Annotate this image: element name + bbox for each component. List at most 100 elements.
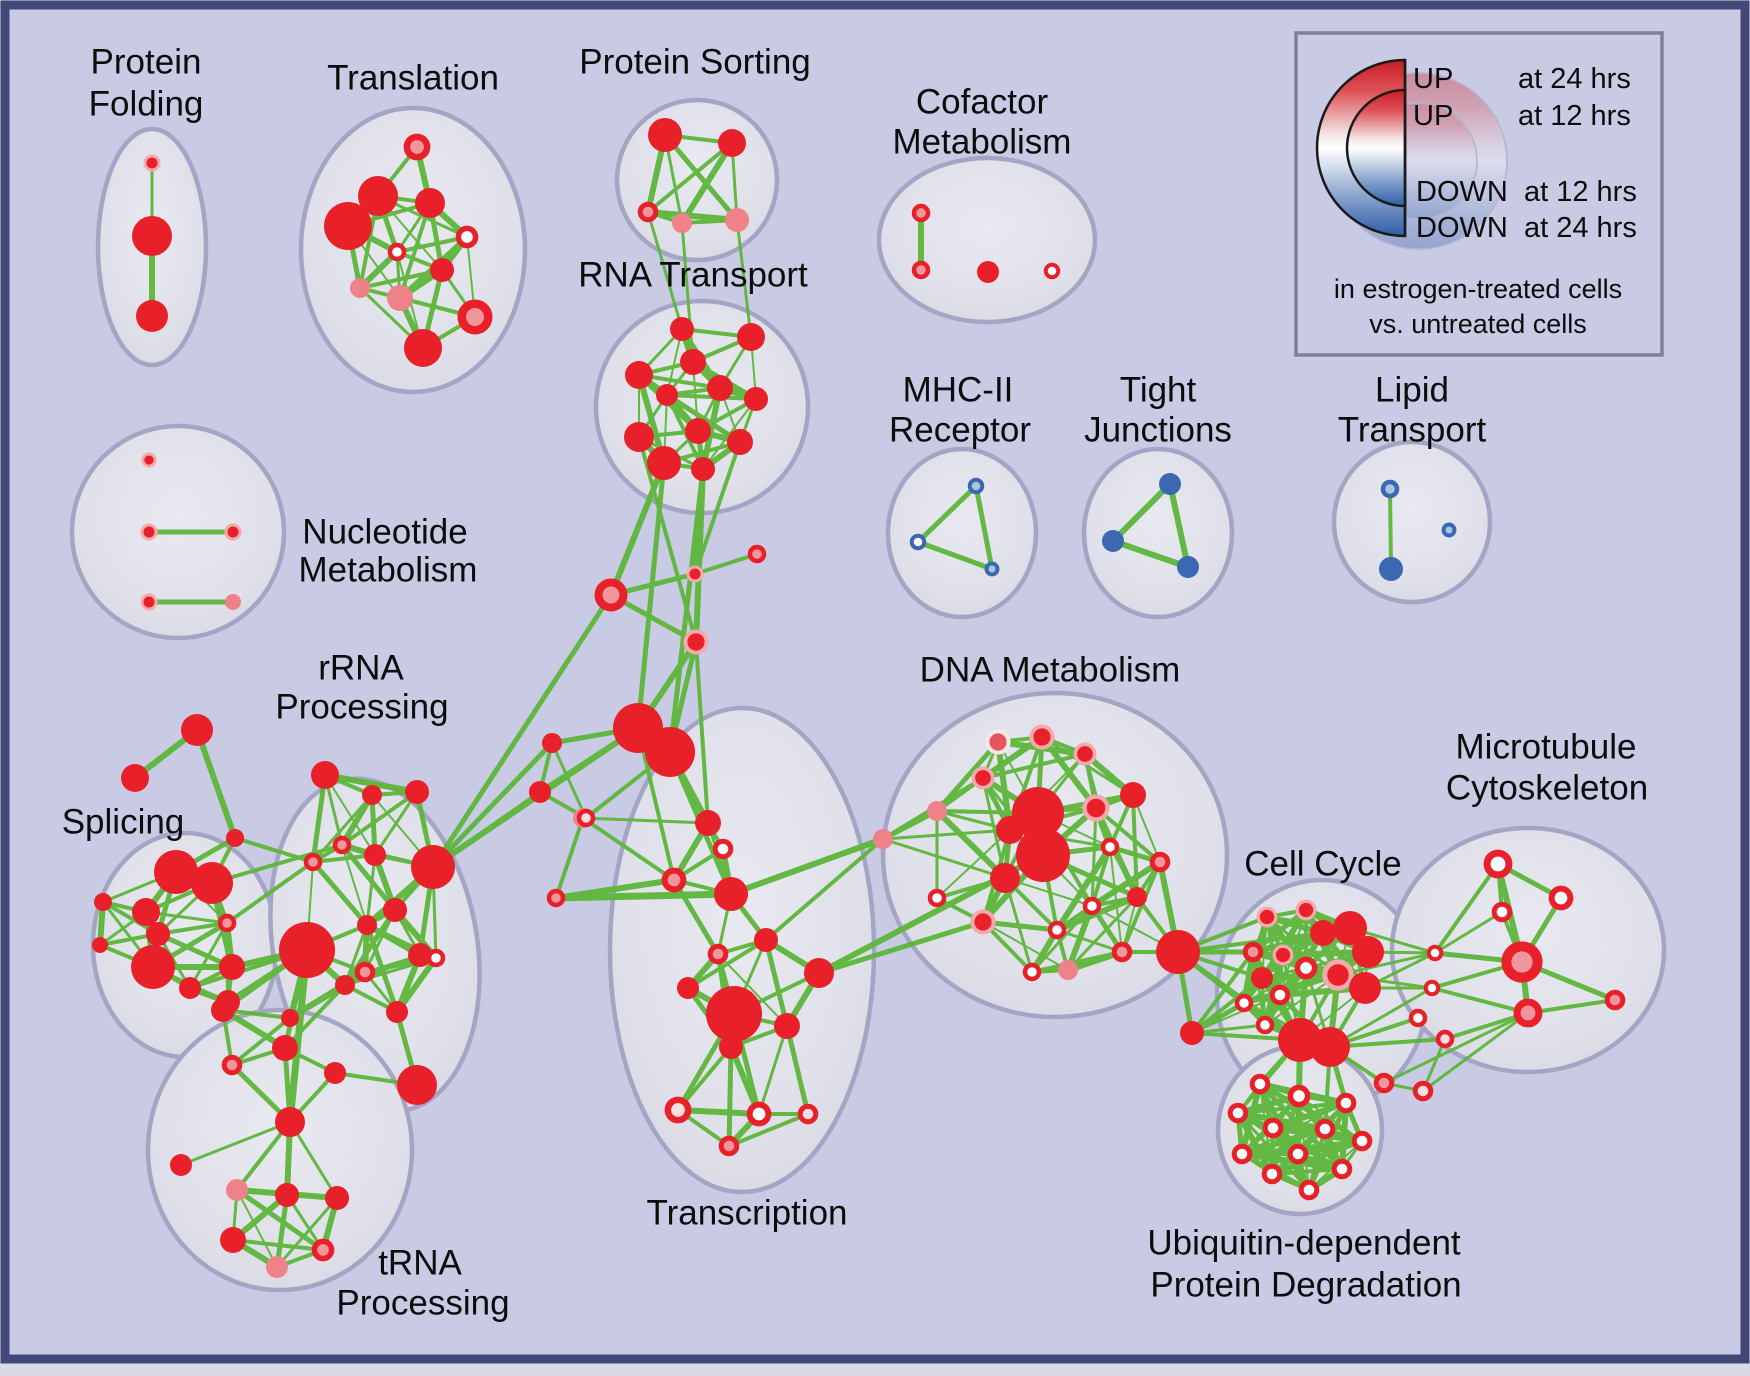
gene-node bbox=[1156, 930, 1200, 974]
edge bbox=[1110, 538, 1191, 570]
legend-direction-label: UP bbox=[1413, 63, 1453, 95]
edge bbox=[680, 221, 695, 364]
gene-node bbox=[1058, 960, 1078, 980]
edge bbox=[179, 1120, 292, 1167]
edge bbox=[915, 539, 995, 572]
gene-node bbox=[1242, 941, 1264, 963]
gene-node bbox=[1310, 1027, 1350, 1067]
legend-direction-label: DOWN bbox=[1416, 212, 1508, 244]
gene-node bbox=[661, 867, 687, 893]
gene-node bbox=[1159, 473, 1181, 495]
gene-node bbox=[404, 329, 442, 367]
gene-node bbox=[1047, 920, 1067, 940]
gene-node bbox=[985, 729, 1011, 755]
gene-node bbox=[1231, 1143, 1253, 1165]
gene-node bbox=[1314, 1118, 1336, 1140]
edge bbox=[310, 859, 370, 928]
gene-node bbox=[1100, 837, 1120, 857]
cluster-label-trna-processing: Processing bbox=[336, 1284, 509, 1323]
gene-node bbox=[1102, 530, 1124, 552]
gene-node bbox=[219, 954, 245, 980]
gene-node bbox=[415, 188, 445, 218]
gene-node bbox=[971, 766, 995, 790]
edge bbox=[915, 483, 979, 545]
edge bbox=[693, 552, 759, 576]
gene-node bbox=[718, 1135, 740, 1157]
edge bbox=[1270, 1167, 1344, 1176]
gene-node bbox=[1272, 944, 1294, 966]
edge bbox=[194, 727, 238, 841]
gene-node bbox=[1298, 1179, 1320, 1201]
gene-nodes bbox=[92, 118, 1626, 1278]
edge bbox=[608, 460, 667, 598]
edge bbox=[1167, 481, 1191, 570]
gene-node bbox=[1548, 885, 1574, 911]
cluster-label-mhc-ii-receptor: Receptor bbox=[889, 411, 1031, 450]
cluster-label-cell-cycle: Cell Cycle bbox=[1244, 845, 1402, 884]
gene-node bbox=[220, 1227, 246, 1253]
gene-node bbox=[672, 213, 692, 233]
gene-node bbox=[154, 850, 198, 894]
gene-node bbox=[430, 258, 454, 282]
edge bbox=[1110, 481, 1173, 544]
gene-node bbox=[686, 565, 704, 583]
cluster-lipid-transport bbox=[1331, 439, 1493, 605]
gene-node bbox=[92, 937, 108, 953]
gene-node bbox=[1604, 989, 1626, 1011]
gene-node bbox=[714, 877, 748, 911]
gene-node bbox=[712, 838, 734, 860]
edge bbox=[784, 1023, 811, 1117]
cluster-label-nucleotide-metabolism: Nucleotide bbox=[302, 513, 467, 552]
gene-node bbox=[181, 714, 213, 746]
gene-node bbox=[1012, 787, 1064, 839]
gene-node bbox=[685, 418, 711, 444]
gene-node bbox=[275, 1107, 305, 1137]
gene-node bbox=[529, 781, 551, 803]
gene-node bbox=[680, 349, 706, 375]
edge bbox=[581, 816, 710, 825]
edge bbox=[973, 483, 995, 572]
edge bbox=[234, 1187, 326, 1253]
gene-node bbox=[1491, 901, 1513, 923]
gene-node bbox=[1379, 557, 1403, 581]
gene-node bbox=[647, 446, 681, 480]
gene-node bbox=[546, 888, 566, 908]
edge bbox=[995, 739, 1013, 833]
gene-node bbox=[967, 477, 985, 495]
gene-node bbox=[281, 1009, 299, 1027]
gene-node bbox=[737, 323, 765, 351]
gene-node bbox=[648, 118, 682, 152]
gene-node bbox=[1373, 1072, 1395, 1094]
gene-node bbox=[1333, 911, 1367, 945]
edge bbox=[1055, 928, 1124, 954]
gene-node bbox=[217, 913, 237, 933]
edge bbox=[324, 774, 376, 856]
gene-node bbox=[1352, 936, 1384, 968]
edge bbox=[726, 1044, 734, 1149]
gene-node bbox=[1073, 742, 1097, 766]
edge bbox=[210, 843, 344, 885]
gene-node bbox=[683, 629, 709, 655]
gene-node bbox=[324, 1062, 346, 1084]
gene-node bbox=[625, 361, 653, 389]
edge bbox=[662, 132, 740, 223]
cluster-protein-sorting bbox=[614, 97, 780, 263]
cluster-cofactor-metabolism bbox=[876, 155, 1098, 325]
gene-node bbox=[927, 801, 947, 821]
edge bbox=[757, 1024, 789, 1116]
edge bbox=[1388, 487, 1393, 571]
gene-node bbox=[624, 422, 654, 452]
cluster-label-microtubule-cytoskeleton: Cytoskeleton bbox=[1446, 769, 1648, 808]
legend-box bbox=[1294, 31, 1664, 357]
edge bbox=[322, 772, 420, 795]
gene-node bbox=[350, 278, 370, 298]
cluster-label-protein-folding: Folding bbox=[89, 85, 204, 124]
cluster-label-ubiquitin-dependent-protein-degradation: Ubiquitin-dependent bbox=[1147, 1224, 1461, 1263]
cluster-mhc-ii-receptor bbox=[885, 446, 1039, 620]
gene-node bbox=[1234, 993, 1254, 1013]
gene-node bbox=[1251, 967, 1273, 989]
gene-node bbox=[1262, 1117, 1284, 1139]
gene-node bbox=[977, 261, 999, 283]
gene-node bbox=[1022, 962, 1042, 982]
edge bbox=[1094, 806, 1162, 864]
